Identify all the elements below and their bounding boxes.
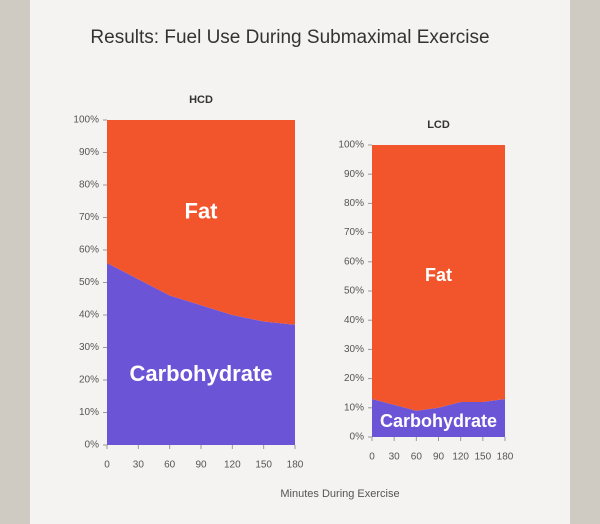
x-axis-label: Minutes During Exercise bbox=[280, 488, 399, 500]
y-tick-label: 20% bbox=[344, 373, 364, 384]
x-tick-label: 60 bbox=[164, 460, 176, 471]
y-tick-label: 10% bbox=[344, 402, 364, 413]
x-tick-label: 120 bbox=[452, 452, 469, 463]
area bbox=[372, 399, 505, 437]
series-label: Fat bbox=[425, 265, 452, 285]
x-tick-label: 120 bbox=[224, 460, 241, 471]
y-tick-label: 60% bbox=[79, 245, 99, 256]
x-tick-label: 90 bbox=[433, 452, 445, 463]
x-tick-label: 150 bbox=[255, 460, 272, 471]
y-tick-label: 50% bbox=[79, 277, 99, 288]
y-tick-label: 10% bbox=[79, 407, 99, 418]
y-tick-label: 70% bbox=[344, 227, 364, 238]
y-tick-label: 80% bbox=[344, 198, 364, 209]
x-tick-label: 30 bbox=[133, 460, 145, 471]
area bbox=[107, 120, 295, 325]
y-tick-label: 0% bbox=[85, 440, 100, 451]
area bbox=[372, 145, 505, 411]
y-tick-label: 30% bbox=[344, 344, 364, 355]
y-tick-label: 40% bbox=[79, 310, 99, 321]
slide-title: Results: Fuel Use During Submaximal Exer… bbox=[90, 27, 489, 48]
x-tick-label: 60 bbox=[411, 452, 423, 463]
series-label: Fat bbox=[185, 198, 219, 223]
y-tick-label: 70% bbox=[79, 212, 99, 223]
y-tick-label: 40% bbox=[344, 315, 364, 326]
x-tick-label: 30 bbox=[389, 452, 401, 463]
y-tick-label: 50% bbox=[344, 286, 364, 297]
y-tick-label: 90% bbox=[79, 147, 99, 158]
chart-title: HCD bbox=[189, 94, 213, 106]
series-label: Carbohydrate bbox=[129, 361, 272, 386]
series-label: Carbohydrate bbox=[380, 411, 497, 431]
x-tick-label: 0 bbox=[104, 460, 110, 471]
y-tick-label: 100% bbox=[338, 140, 364, 151]
y-tick-label: 90% bbox=[344, 169, 364, 180]
x-tick-label: 90 bbox=[195, 460, 207, 471]
x-tick-label: 0 bbox=[369, 452, 375, 463]
y-tick-label: 80% bbox=[79, 180, 99, 191]
y-tick-label: 0% bbox=[350, 432, 365, 443]
x-tick-label: 150 bbox=[474, 452, 491, 463]
chart-title: LCD bbox=[427, 119, 450, 131]
y-tick-label: 30% bbox=[79, 342, 99, 353]
x-tick-label: 180 bbox=[287, 460, 304, 471]
y-tick-label: 60% bbox=[344, 256, 364, 267]
x-tick-label: 180 bbox=[497, 452, 514, 463]
y-tick-label: 20% bbox=[79, 375, 99, 386]
y-tick-label: 100% bbox=[73, 115, 99, 126]
area bbox=[107, 263, 295, 445]
